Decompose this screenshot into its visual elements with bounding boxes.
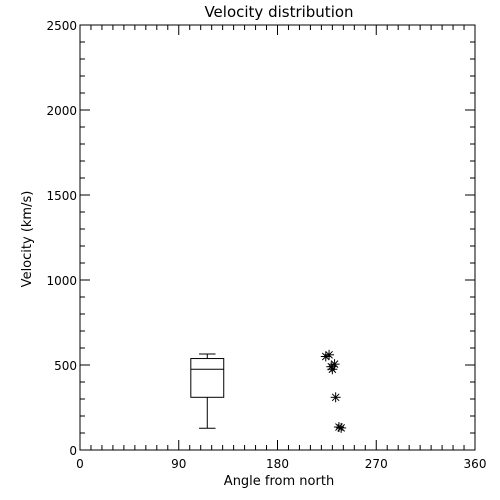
y-tick-label: 500: [54, 359, 77, 373]
outlier-stroke: [328, 365, 337, 374]
outlier-point: [336, 422, 347, 433]
box-plot: [190, 353, 225, 429]
chart-title: Velocity distribution: [204, 3, 353, 21]
box-iqr: [190, 358, 225, 398]
y-tick-label: 1500: [46, 189, 77, 203]
x-tick-label: 0: [76, 457, 84, 471]
plot-border: [79, 24, 476, 451]
outlier-points: [320, 349, 347, 433]
outlier-point: [330, 392, 341, 403]
outlier-stroke: [337, 424, 345, 432]
outlier-stroke: [325, 350, 333, 359]
x-tick-label: 90: [171, 457, 186, 471]
plot-frame: [79, 24, 476, 451]
x-tick-label: 360: [464, 457, 487, 471]
y-tick-label: 2500: [46, 19, 77, 33]
tick-labels: 0 90 180 270 360 0 500 1000 1500 2000 2500: [46, 19, 486, 471]
y-axis-label: Velocity (km/s): [20, 191, 35, 288]
x-tick-label: 180: [266, 457, 289, 471]
x-axis-label: Angle from north: [224, 474, 334, 489]
x-tick-label: 270: [365, 457, 388, 471]
y-tick-label: 2000: [46, 104, 77, 118]
axis-ticks: [79, 24, 476, 451]
outlier-point: [324, 349, 335, 360]
y-tick-label: 0: [69, 444, 77, 458]
outlier-stroke: [331, 393, 340, 402]
y-tick-label: 1000: [46, 274, 77, 288]
outlier-point: [327, 364, 338, 375]
